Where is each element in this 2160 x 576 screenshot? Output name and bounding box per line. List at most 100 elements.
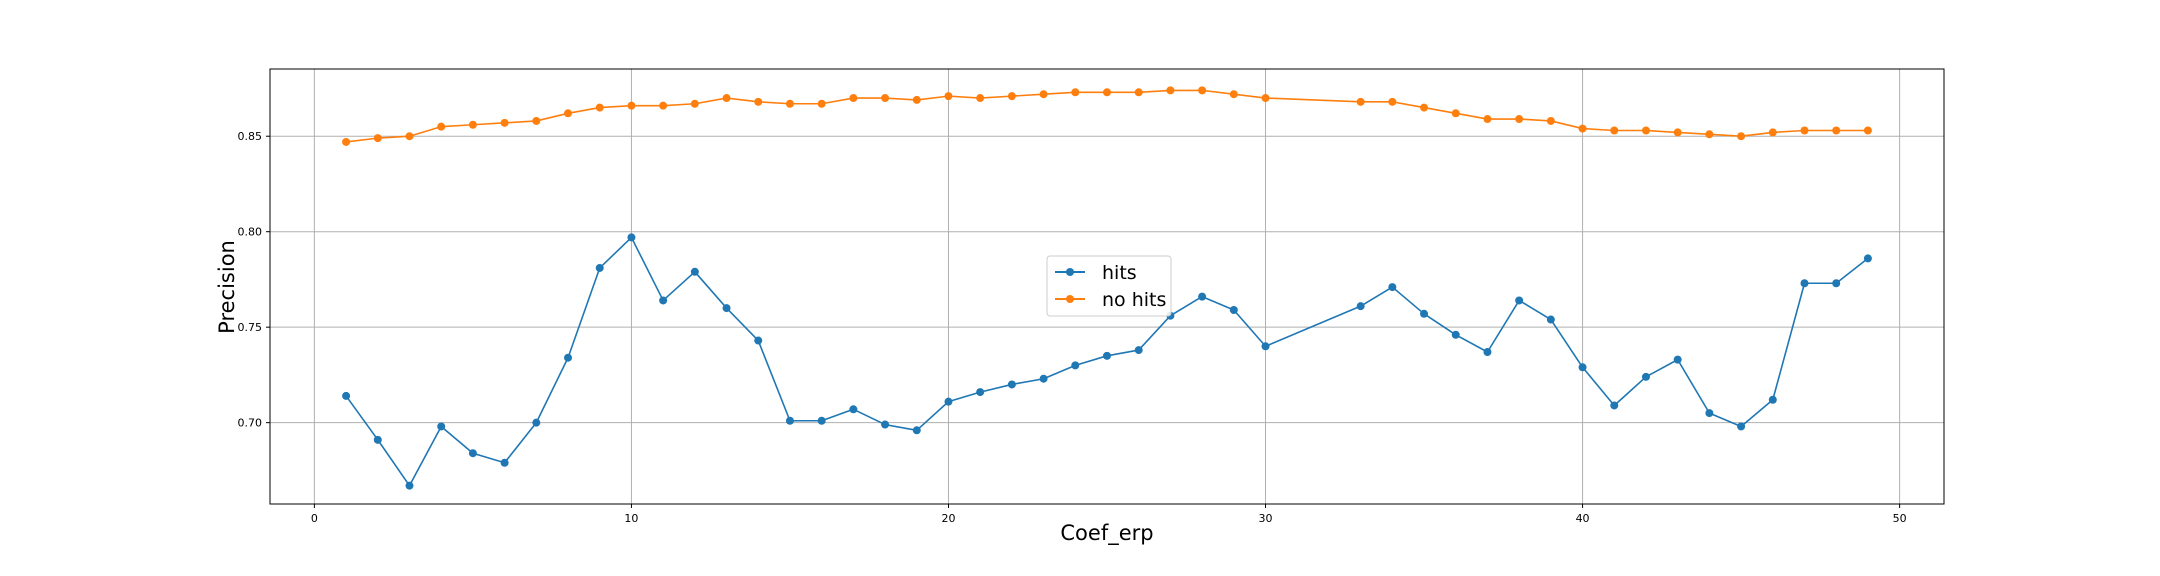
x-tick-label: 10 bbox=[624, 512, 638, 525]
data-point-hits bbox=[1800, 279, 1809, 288]
data-point-hits bbox=[342, 391, 351, 400]
data-point-no-hits bbox=[1610, 126, 1619, 135]
series-layer bbox=[342, 86, 1872, 490]
data-point-no-hits bbox=[595, 103, 604, 112]
data-point-no-hits bbox=[1261, 94, 1270, 103]
data-point-no-hits bbox=[1546, 116, 1555, 125]
grid bbox=[270, 69, 1944, 504]
data-point-no-hits bbox=[1071, 88, 1080, 97]
data-point-hits bbox=[1198, 292, 1207, 301]
data-point-hits bbox=[1863, 254, 1872, 263]
data-point-hits bbox=[1768, 395, 1777, 404]
data-point-hits bbox=[1007, 380, 1016, 389]
legend-label-hits: hits bbox=[1102, 262, 1137, 284]
data-point-no-hits bbox=[1737, 132, 1746, 141]
legend-marker-no-hits bbox=[1066, 295, 1074, 303]
x-tick-label: 50 bbox=[1893, 512, 1907, 525]
data-point-hits bbox=[1483, 347, 1492, 356]
data-point-no-hits bbox=[912, 95, 921, 104]
data-point-no-hits bbox=[1166, 86, 1175, 95]
data-point-hits bbox=[881, 420, 890, 429]
data-point-hits bbox=[1641, 372, 1650, 381]
data-point-no-hits bbox=[1768, 128, 1777, 137]
data-point-no-hits bbox=[1229, 90, 1238, 99]
data-point-hits bbox=[690, 267, 699, 276]
plot-frame bbox=[269, 68, 1945, 505]
data-point-hits bbox=[405, 481, 414, 490]
data-point-hits bbox=[722, 304, 731, 313]
data-point-hits bbox=[912, 426, 921, 435]
data-point-no-hits bbox=[1673, 128, 1682, 137]
data-point-no-hits bbox=[1420, 103, 1429, 112]
data-point-hits bbox=[564, 353, 573, 362]
x-tick-label: 20 bbox=[941, 512, 955, 525]
data-point-no-hits bbox=[817, 99, 826, 108]
data-point-hits bbox=[1039, 374, 1048, 383]
data-point-hits bbox=[754, 336, 763, 345]
data-point-no-hits bbox=[500, 118, 509, 127]
legend-label-no-hits: no hits bbox=[1102, 289, 1166, 311]
data-point-hits bbox=[785, 416, 794, 425]
data-point-no-hits bbox=[1103, 88, 1111, 97]
data-point-hits bbox=[1420, 309, 1429, 318]
data-point-no-hits bbox=[1863, 126, 1872, 135]
series-no-hits bbox=[342, 86, 1872, 146]
data-point-hits bbox=[1515, 296, 1524, 305]
data-point-no-hits bbox=[1641, 126, 1650, 135]
data-point-hits bbox=[500, 458, 509, 467]
x-axis-label: Coef_erp bbox=[1060, 521, 1153, 546]
data-point-hits bbox=[1705, 409, 1714, 418]
data-point-hits bbox=[1261, 342, 1270, 351]
data-point-no-hits bbox=[722, 94, 731, 103]
data-point-hits bbox=[1451, 330, 1460, 339]
data-point-no-hits bbox=[1198, 86, 1207, 95]
data-point-no-hits bbox=[468, 120, 477, 129]
data-point-no-hits bbox=[1705, 130, 1714, 139]
y-tick-label: 0.80 bbox=[238, 226, 263, 239]
series-hits bbox=[342, 233, 1872, 490]
data-point-hits bbox=[1610, 401, 1619, 410]
data-point-hits bbox=[1103, 351, 1111, 360]
data-point-no-hits bbox=[849, 94, 858, 103]
legend: hits no hits bbox=[1046, 255, 1172, 317]
data-point-hits bbox=[976, 388, 985, 397]
data-point-no-hits bbox=[1515, 115, 1524, 124]
data-point-no-hits bbox=[342, 137, 351, 146]
data-point-hits bbox=[944, 397, 953, 406]
data-point-no-hits bbox=[564, 109, 573, 118]
data-point-hits bbox=[532, 418, 541, 427]
data-point-hits bbox=[373, 435, 382, 444]
data-point-hits bbox=[1071, 361, 1080, 370]
data-point-hits bbox=[1737, 422, 1746, 431]
data-point-no-hits bbox=[1483, 115, 1492, 124]
data-point-no-hits bbox=[1007, 92, 1016, 101]
data-point-hits bbox=[437, 422, 446, 431]
data-point-no-hits bbox=[1800, 126, 1809, 135]
data-point-no-hits bbox=[532, 116, 541, 125]
data-point-no-hits bbox=[1356, 97, 1365, 106]
data-point-hits bbox=[627, 233, 636, 242]
data-point-no-hits bbox=[881, 94, 890, 103]
data-point-no-hits bbox=[785, 99, 794, 108]
ticks: 0 10 20 30 40 50 0.70 0.75 0.80 0.85 bbox=[238, 130, 1907, 525]
data-point-hits bbox=[659, 296, 668, 305]
data-point-no-hits bbox=[1578, 124, 1587, 133]
data-point-hits bbox=[468, 449, 477, 458]
y-axis-label: Precision bbox=[215, 240, 239, 334]
data-point-hits bbox=[1578, 363, 1587, 372]
data-point-no-hits bbox=[405, 132, 414, 141]
data-point-hits bbox=[1673, 355, 1682, 364]
y-tick-label: 0.85 bbox=[238, 130, 263, 143]
data-point-hits bbox=[1134, 346, 1143, 355]
data-point-hits bbox=[1832, 279, 1841, 288]
x-tick-label: 40 bbox=[1576, 512, 1590, 525]
data-point-no-hits bbox=[1134, 88, 1143, 97]
data-point-no-hits bbox=[976, 94, 985, 103]
data-point-hits bbox=[817, 416, 826, 425]
data-point-no-hits bbox=[1039, 90, 1048, 99]
y-tick-label: 0.75 bbox=[238, 321, 263, 334]
legend-marker-hits bbox=[1066, 268, 1074, 276]
data-point-no-hits bbox=[1832, 126, 1841, 135]
data-point-hits bbox=[1388, 283, 1397, 292]
